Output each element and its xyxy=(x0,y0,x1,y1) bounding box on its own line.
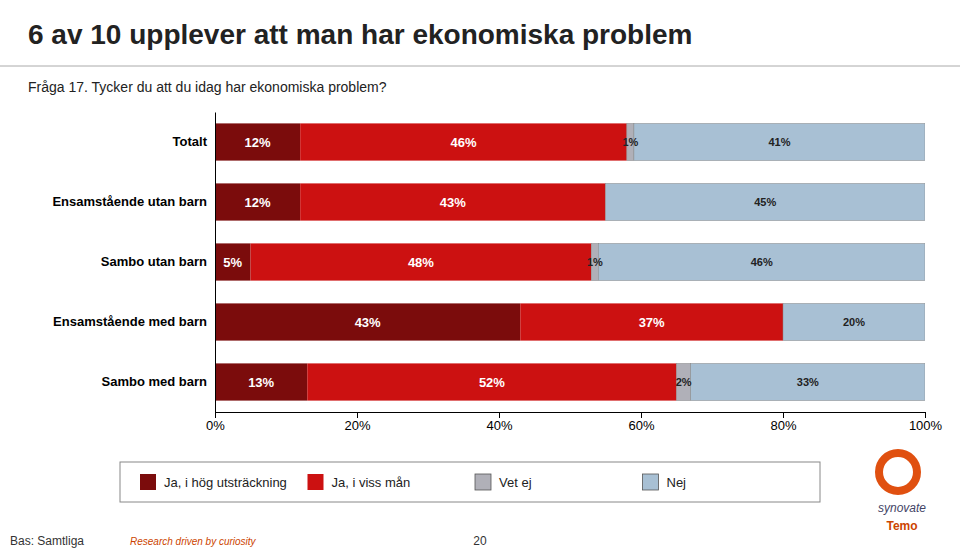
bars xyxy=(215,123,925,400)
legend-swatch xyxy=(308,474,324,490)
x-tick: 100% xyxy=(909,412,943,433)
y-tick-label: Sambo med barn xyxy=(102,374,208,389)
data-label: 12% xyxy=(245,195,271,210)
y-tick: Totalt xyxy=(173,134,215,149)
bar-segment xyxy=(300,123,627,160)
data-label: 46% xyxy=(751,256,773,268)
y-tick-label: Sambo utan barn xyxy=(101,254,207,269)
data-label: 1% xyxy=(622,136,638,148)
y-tick: Ensamstående med barn xyxy=(53,314,215,329)
bar-segment xyxy=(783,303,925,340)
x-tick-label: 100% xyxy=(909,418,943,433)
legend-swatch xyxy=(140,474,156,490)
bar-segment xyxy=(251,243,592,280)
data-label: 45% xyxy=(754,196,776,208)
y-axis: Totalt Ensamstående utan barn Sambo utan b… xyxy=(52,113,215,413)
data-label: 41% xyxy=(768,136,790,148)
bar-segment xyxy=(691,363,925,400)
bar-segment xyxy=(520,303,783,340)
data-label: 13% xyxy=(248,375,274,390)
data-label: 5% xyxy=(223,255,242,270)
x-tick-mark xyxy=(641,412,642,418)
x-tick-mark xyxy=(925,412,926,418)
chart: 6 av 10 upplever att man har ekonomiska … xyxy=(0,0,960,557)
data-label: 1% xyxy=(587,256,603,268)
legend-box xyxy=(120,462,820,502)
x-tick: 80% xyxy=(770,412,796,433)
y-tick: Sambo utan barn xyxy=(101,254,215,269)
legend-label: Vet ej xyxy=(499,475,532,490)
y-axis-line xyxy=(215,113,216,413)
bar-segment xyxy=(215,303,520,340)
data-label: 12% xyxy=(245,135,271,150)
x-tick-mark xyxy=(783,412,784,418)
x-tick-label: 20% xyxy=(344,418,370,433)
bar-segment xyxy=(598,243,925,280)
bar-segment xyxy=(307,363,676,400)
data-label: 20% xyxy=(843,316,865,328)
bar-segment xyxy=(300,183,605,220)
data-label: 48% xyxy=(408,255,434,270)
legend-label: Ja, i viss mån xyxy=(332,475,411,490)
footer-right: Research driven by curiosity xyxy=(130,536,257,547)
x-axis: 0% 20% 40% 60% 80% 100% xyxy=(206,412,942,433)
legend-swatch xyxy=(475,474,491,490)
legend-label: Ja, i hög utsträckning xyxy=(164,475,287,490)
bar-segment xyxy=(215,363,307,400)
logo xyxy=(879,453,917,491)
data-label: 37% xyxy=(639,315,665,330)
x-tick-label: 80% xyxy=(770,418,796,433)
subtitle: Fråga 17. Tycker du att du idag har ekon… xyxy=(28,79,387,95)
logo-ring xyxy=(879,453,917,491)
bar-segment xyxy=(215,243,251,280)
data-label: 2% xyxy=(676,376,692,388)
y-tick: Ensamstående utan barn xyxy=(52,194,215,209)
page-number: 20 xyxy=(473,534,487,548)
legend-label: Nej xyxy=(667,475,687,490)
x-tick: 40% xyxy=(486,412,512,433)
y-tick: Sambo med barn xyxy=(102,374,215,389)
x-tick-label: 60% xyxy=(628,418,654,433)
legend-swatch xyxy=(643,474,659,490)
title-rule xyxy=(0,66,960,67)
data-label: 43% xyxy=(355,315,381,330)
bar-segment xyxy=(215,183,300,220)
data-label: 46% xyxy=(450,135,476,150)
data-label: 33% xyxy=(797,376,819,388)
x-tick-label: 0% xyxy=(206,418,225,433)
x-tick: 0% xyxy=(206,412,225,433)
x-tick-mark xyxy=(215,412,216,418)
bar-segment xyxy=(215,123,300,160)
logo-text: Temo xyxy=(886,519,917,533)
x-tick: 20% xyxy=(344,412,370,433)
y-tick-label: Totalt xyxy=(173,134,208,149)
bar-segment xyxy=(634,123,925,160)
y-tick-label: Ensamstående utan barn xyxy=(52,194,207,209)
footer-left: Bas: Samtliga xyxy=(10,534,84,548)
legend: Ja, i hög utsträckning Ja, i viss mån Vet … xyxy=(120,462,820,502)
bar-segment xyxy=(606,183,926,220)
x-tick-mark xyxy=(357,412,358,418)
x-tick-label: 40% xyxy=(486,418,512,433)
data-labels: 12% 12% 5% 43% 13% 46% 43% 48% 37% 52% 1% 1% 2% 41% 45… xyxy=(223,135,865,390)
data-label: 52% xyxy=(479,375,505,390)
x-tick: 60% xyxy=(628,412,654,433)
x-tick-mark xyxy=(499,412,500,418)
logo-text: synovate xyxy=(878,501,926,515)
x-axis-line xyxy=(216,413,926,419)
title: 6 av 10 upplever att man har ekonomiska … xyxy=(28,19,692,50)
y-tick-label: Ensamstående med barn xyxy=(53,314,207,329)
data-label: 43% xyxy=(440,195,466,210)
